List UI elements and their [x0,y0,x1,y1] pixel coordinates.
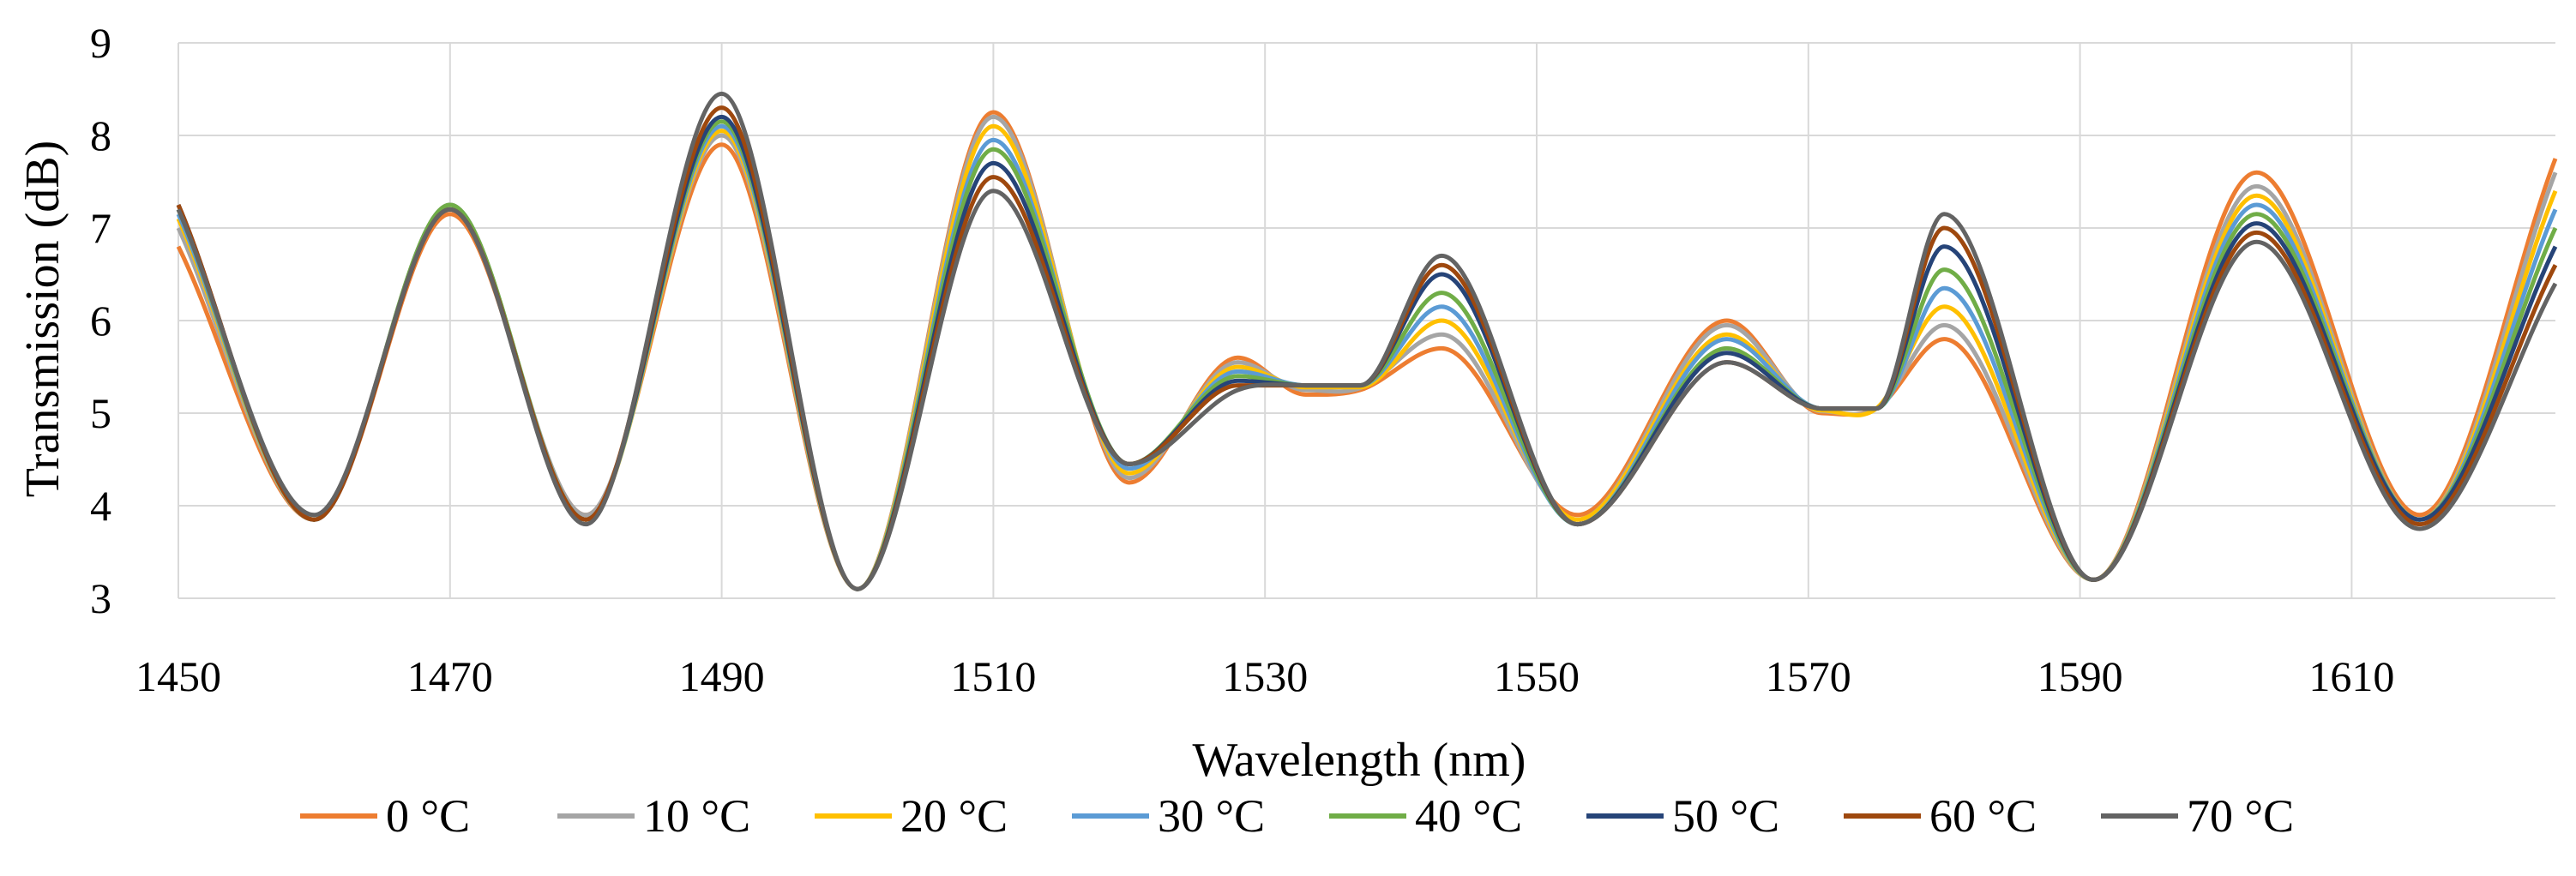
legend-label: 10 °C [643,790,750,842]
legend-label: 40 °C [1415,790,1522,842]
x-tick-label: 1470 [407,652,493,700]
legend-label: 70 °C [2187,790,2294,842]
series-line [176,119,2558,591]
y-tick-label: 9 [90,19,111,67]
y-axis-title: Transmission (dB) [16,141,69,497]
x-tick-label: 1490 [679,652,765,700]
y-tick-label: 7 [90,204,111,252]
legend-label: 50 °C [1672,790,1779,842]
x-tick-label: 1590 [2037,652,2123,700]
y-tick-label: 8 [90,111,111,159]
legend-label: 30 °C [1158,790,1265,842]
x-axis-title: Wavelength (nm) [1193,734,1526,787]
legend-label: 60 °C [1929,790,2037,842]
x-tick-label: 1530 [1222,652,1308,700]
y-tick-label: 3 [90,574,111,622]
y-tick-label: 4 [90,482,111,530]
legend-label: 0 °C [386,790,470,842]
x-tick-label: 1450 [135,652,221,700]
series-line [176,105,2558,591]
x-tick-label: 1550 [1494,652,1580,700]
legend-label: 20 °C [900,790,1008,842]
tick-layer: 3 4 5 6 7 8 9 1450 1470 1490 1510 1530 1550 1570 1590 1… [90,19,2394,700]
series-line [176,91,2558,591]
x-tick-label: 1510 [950,652,1036,700]
y-tick-label: 6 [90,297,111,345]
x-tick-label: 1570 [1766,652,1851,700]
series-line [176,123,2558,591]
series-line [176,123,2558,591]
series-line [176,114,2558,591]
series-line [176,110,2558,591]
y-tick-label: 5 [90,389,111,437]
x-tick-label: 1610 [2308,652,2394,700]
series-line [176,114,2558,591]
grid-layer [178,42,2555,599]
legend: 0 °C 10 °C 20 °C 30 °C 40 °C 50 °C 60 °C 70 °C [300,790,2294,842]
series-layer [176,91,2558,591]
